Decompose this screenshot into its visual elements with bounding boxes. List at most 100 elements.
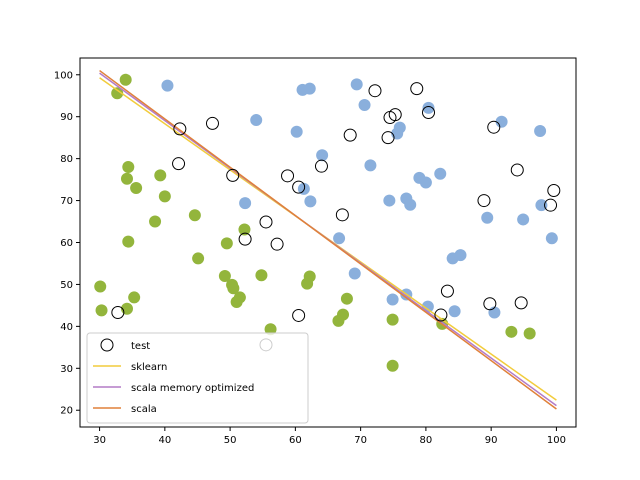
scatter-point-class-0 (250, 114, 263, 127)
scatter-point-class-0 (419, 176, 432, 189)
x-tick-label: 30 (93, 435, 106, 446)
y-tick-label: 20 (60, 406, 73, 417)
scatter-point-class-1 (227, 282, 240, 295)
scatter-point-class-1 (386, 359, 399, 372)
x-tick-label: 60 (289, 435, 302, 446)
test-point (226, 168, 240, 182)
scatter-point-class-0 (404, 198, 417, 211)
y-tick-label: 80 (60, 154, 73, 165)
test-point (270, 237, 284, 251)
scatter-point-class-0 (350, 78, 363, 91)
test-point (487, 120, 501, 134)
scatter-point-class-0 (534, 124, 547, 137)
x-tick-label: 40 (158, 435, 171, 446)
scatter-point-class-1 (188, 209, 201, 222)
test-point (343, 128, 357, 142)
scatter-point-class-0 (454, 249, 467, 262)
scatter-point-class-0 (316, 149, 329, 162)
test-point (368, 84, 382, 98)
test-point (281, 169, 295, 183)
y-tick-label: 60 (60, 238, 73, 249)
scatter-point-class-0 (239, 197, 252, 210)
scatter-point-class-0 (348, 267, 361, 280)
x-tick-label: 90 (485, 435, 498, 446)
plot-area (94, 69, 561, 410)
legend-marker (100, 338, 114, 352)
y-tick-label: 90 (60, 112, 73, 123)
scatter-point-class-1 (505, 325, 518, 338)
legend-label: scala memory optimized (131, 383, 254, 394)
scatter-point-class-0 (422, 101, 435, 114)
scatter-point-class-1 (220, 237, 233, 250)
x-tick-label: 100 (547, 435, 566, 446)
scatter-point-class-1 (119, 73, 132, 86)
scatter-point-class-0 (535, 199, 548, 212)
scatter-point-class-0 (364, 159, 377, 172)
scatter-point-class-1 (340, 292, 353, 305)
scatter-point-class-1 (154, 169, 167, 182)
y-tick-label: 50 (60, 280, 73, 291)
legend-label: test (131, 341, 150, 352)
scatter-point-class-1 (95, 304, 108, 317)
scatter-point-class-1 (130, 181, 143, 194)
scatter-point-class-1 (264, 323, 277, 336)
test-point (440, 284, 454, 298)
test-point (259, 215, 273, 229)
test-point (111, 306, 125, 320)
scatter-point-class-1 (149, 215, 162, 228)
y-tick-label: 30 (60, 364, 73, 375)
scatter-point-class-1 (303, 270, 316, 283)
scatter-point-class-0 (517, 213, 530, 226)
scatter-point-class-1 (120, 172, 133, 185)
test-point (514, 296, 528, 310)
scatter-point-class-1 (523, 327, 536, 340)
x-tick-label: 70 (354, 435, 367, 446)
test-point (173, 122, 187, 136)
scatter-point-class-1 (230, 296, 243, 309)
test-point (410, 82, 424, 96)
legend-label: sklearn (131, 362, 167, 373)
test-point (292, 308, 306, 322)
scatter-point-class-0 (448, 305, 461, 318)
scatter-point-class-1 (158, 190, 171, 203)
test-point (314, 159, 328, 173)
scatter-point-class-0 (297, 182, 310, 195)
x-tick-label: 50 (224, 435, 237, 446)
scatter-point-class-0 (161, 79, 174, 92)
test-point (335, 208, 349, 222)
test-point (388, 108, 402, 122)
test-point (238, 232, 252, 246)
test-point (547, 184, 561, 198)
scatter-point-class-1 (332, 314, 345, 327)
scatter-point-class-0 (358, 98, 371, 111)
test-point (381, 131, 395, 145)
scatter-point-class-0 (386, 293, 399, 306)
scatter-point-class-0 (383, 194, 396, 207)
regression-line (99, 69, 557, 410)
legend-label: scala (131, 404, 157, 415)
legend: test sklearn scala memory optimized scala (86, 332, 309, 424)
scatter-point-class-0 (545, 232, 558, 245)
scatter-point-class-0 (434, 167, 447, 180)
axis-ticks: 30 40 50 60 70 80 90 100 20 30 40 50 60 70 80 90 100 (54, 70, 566, 446)
y-tick-label: 100 (54, 70, 73, 81)
scatter-point-class-1 (238, 223, 251, 236)
scatter-point-class-1 (94, 280, 107, 293)
scatter-point-class-1 (192, 252, 205, 265)
axes-frame (79, 57, 577, 428)
scatter-point-class-1 (122, 235, 135, 248)
scatter-point-class-1 (122, 161, 135, 174)
scatter-point-class-0 (290, 125, 303, 138)
test-point (205, 116, 219, 130)
test-point (510, 163, 524, 177)
scatter-point-class-1 (111, 87, 124, 100)
scatter-point-class-0 (304, 195, 317, 208)
scatter-point-class-0 (393, 121, 406, 134)
scatter-point-class-1 (386, 313, 399, 326)
test-point (544, 198, 558, 212)
y-tick-label: 70 (60, 196, 73, 207)
test-point (434, 308, 448, 322)
scatter-point-class-0 (333, 232, 346, 245)
scatter-point-class-1 (218, 270, 231, 283)
